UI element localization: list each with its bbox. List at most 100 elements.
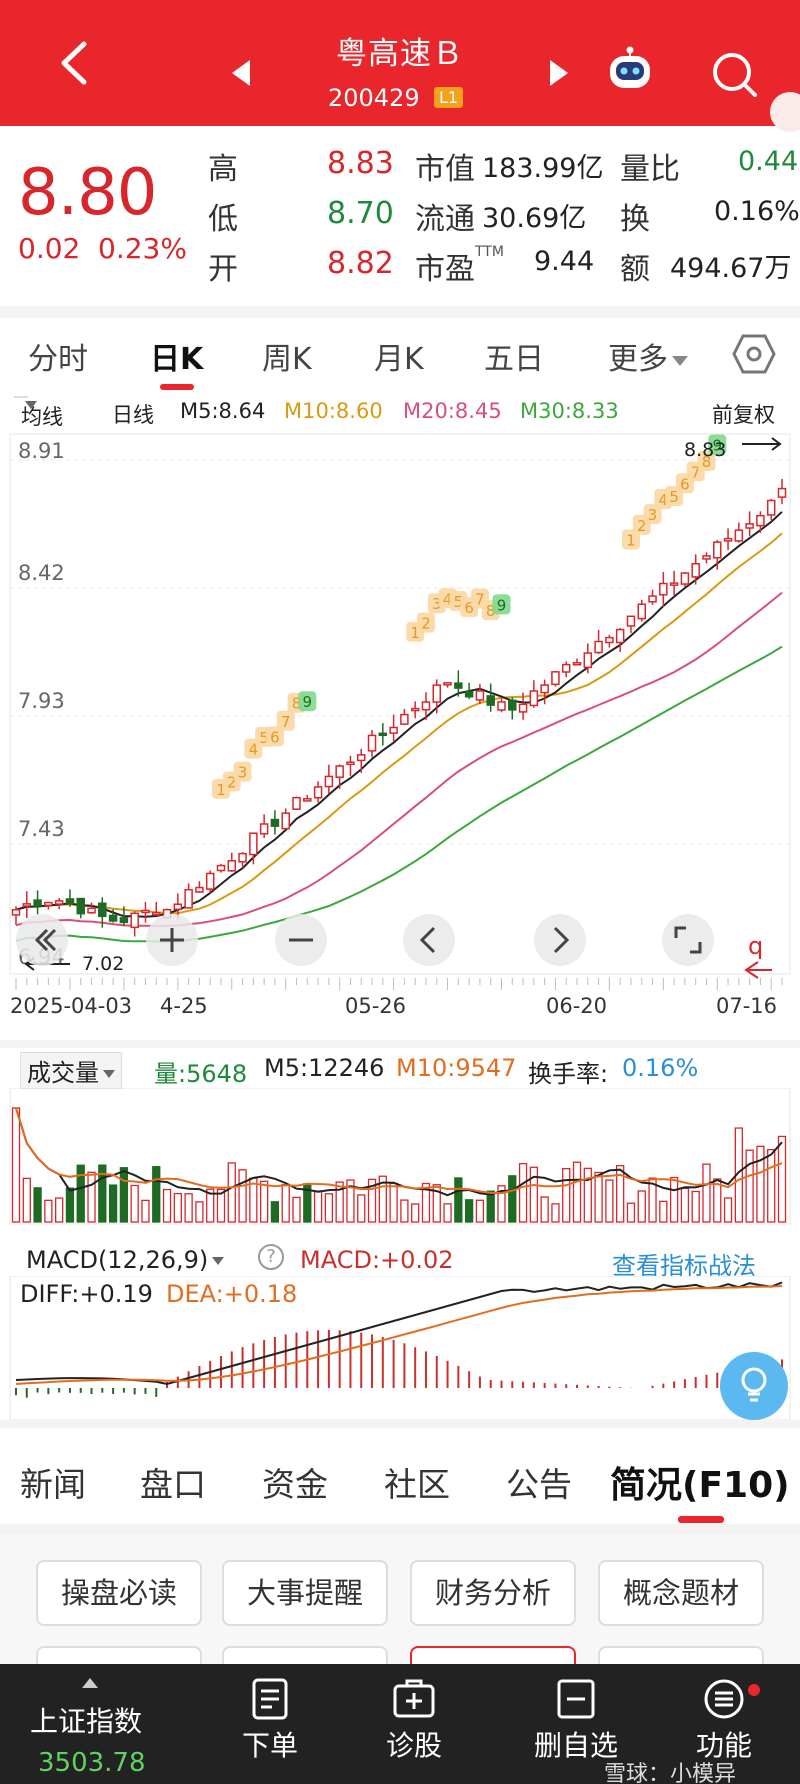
volume-bar: [195, 1201, 204, 1223]
tab-f10-overview[interactable]: 简况(F10): [610, 1465, 790, 1506]
nav-remove-watchlist[interactable]: 删自选: [516, 1664, 636, 1784]
candle-body: [65, 898, 75, 905]
tab-five-day[interactable]: 五日: [484, 342, 544, 377]
candle-body: [529, 690, 539, 707]
volume-bar: [238, 1169, 247, 1223]
candle-body: [303, 798, 312, 802]
countdown-number: 2: [421, 615, 431, 633]
tab-monthly-k[interactable]: 月K: [374, 342, 424, 377]
volume-bar: [637, 1190, 646, 1223]
fullscreen-icon[interactable]: [662, 914, 714, 966]
zoom-out-icon[interactable]: [275, 914, 327, 966]
volume-bar: [335, 1181, 344, 1223]
volume-bar: [605, 1179, 614, 1223]
countdown-number: 6: [270, 728, 280, 746]
volume-bar: [55, 1197, 64, 1223]
countdown-number: 4: [659, 491, 669, 509]
chart-frame: [9, 433, 791, 975]
collapse-left-icon[interactable]: [16, 914, 68, 966]
pan-right-icon[interactable]: [534, 914, 586, 966]
volume-chart[interactable]: [0, 1088, 800, 1228]
countdown-number: 5: [669, 488, 679, 506]
volume-ma-lines: [15, 1107, 783, 1197]
candle-body: [11, 908, 21, 916]
back-arrow-icon[interactable]: [52, 38, 102, 88]
candle-body: [497, 701, 506, 711]
tab-capital[interactable]: 资金: [262, 1465, 328, 1504]
countdown-number: 9: [712, 437, 722, 455]
ma20-value: M20:8.45: [403, 399, 502, 423]
volume-bar: [669, 1176, 679, 1223]
quote-panel: 8.80 0.02 0.23% 高 8.83 低 8.70 开 8.82 市值 …: [0, 126, 800, 306]
tab-order-book[interactable]: 盘口: [140, 1465, 206, 1504]
robot-assistant-icon[interactable]: [604, 44, 656, 94]
candle-body: [723, 537, 733, 542]
market-cap-value: 183.99亿: [482, 153, 604, 184]
volume-bar: [540, 1196, 549, 1223]
countdown-number: 5: [259, 729, 269, 747]
chart-frame: [9, 1276, 791, 1421]
volume-bar: [616, 1164, 625, 1223]
turnover-value: 0.16%: [714, 196, 800, 227]
volume-bar: [659, 1200, 668, 1223]
amount-label: 额: [620, 252, 650, 287]
indicator-selector[interactable]: 均线: [14, 396, 63, 429]
next-stock-icon[interactable]: [550, 60, 568, 86]
volume-bar: [475, 1199, 485, 1223]
settings-hex-icon[interactable]: [732, 332, 776, 376]
y-tick-label: 8.42: [18, 561, 65, 585]
float-cap-label: 流通: [415, 202, 475, 237]
candle-body: [44, 901, 53, 907]
macd-chart[interactable]: [0, 1276, 800, 1424]
volume-bar: [767, 1149, 776, 1223]
tab-daily-k[interactable]: 日K: [150, 342, 204, 377]
volume-bar: [292, 1196, 301, 1223]
financial-analysis-button[interactable]: 财务分析: [410, 1560, 576, 1626]
tab-weekly-k[interactable]: 周K: [262, 342, 312, 377]
candle-body: [324, 775, 334, 788]
pan-left-icon[interactable]: [403, 914, 455, 966]
chevron-up-icon[interactable]: [82, 1678, 98, 1688]
nav-functions[interactable]: 功能: [674, 1664, 774, 1784]
lightbulb-icon[interactable]: [720, 1352, 788, 1420]
candle-body: [669, 582, 679, 586]
tab-more[interactable]: 更多: [608, 334, 688, 378]
macd-selector[interactable]: MACD(12,26,9): [26, 1246, 225, 1274]
candle-body: [572, 662, 582, 666]
volume-selector[interactable]: 成交量: [20, 1052, 122, 1089]
zoom-in-icon[interactable]: [146, 914, 198, 966]
candle-body: [259, 823, 269, 835]
events-reminder-button[interactable]: 大事提醒: [222, 1560, 388, 1626]
tab-announcements[interactable]: 公告: [506, 1465, 572, 1504]
price-adjust-toggle[interactable]: 前复权: [712, 403, 775, 427]
countdown-number: 7: [281, 713, 291, 731]
countdown-badge: [276, 710, 295, 731]
low-value: 8.70: [327, 196, 394, 231]
prev-stock-icon[interactable]: [232, 60, 250, 86]
tab-news[interactable]: 新闻: [20, 1465, 86, 1504]
candle-body: [464, 690, 474, 698]
index-name[interactable]: 上证指数: [30, 1705, 143, 1738]
trading-guide-button[interactable]: 操盘必读: [36, 1560, 202, 1626]
countdown-badge: [643, 504, 662, 525]
kline-chart[interactable]: 8.91 8.42 7.93 7.43 6.94 123456789123456…: [0, 430, 800, 1030]
search-icon[interactable]: [708, 48, 760, 100]
floating-refresh-icon[interactable]: [770, 92, 800, 132]
tab-community[interactable]: 社区: [384, 1465, 450, 1504]
countdown-badge: [492, 594, 511, 615]
concept-theme-button[interactable]: 概念题材: [598, 1560, 764, 1626]
volume-bar: [173, 1192, 182, 1223]
indicator-strategy-link[interactable]: 查看指标战法: [612, 1252, 756, 1280]
volume-bar: [745, 1149, 754, 1223]
price-change: 0.02: [18, 232, 81, 265]
nav-stock-diagnosis[interactable]: 诊股: [364, 1664, 464, 1784]
help-icon[interactable]: ?: [258, 1244, 284, 1270]
countdown-badge: [708, 434, 727, 455]
nav-place-order[interactable]: 下单: [220, 1664, 320, 1784]
tab-intraday[interactable]: 分时: [28, 342, 88, 377]
candle-body: [540, 684, 549, 694]
volume-bar: [33, 1187, 42, 1223]
countdown-badge: [416, 612, 435, 633]
candle-body: [410, 707, 420, 712]
